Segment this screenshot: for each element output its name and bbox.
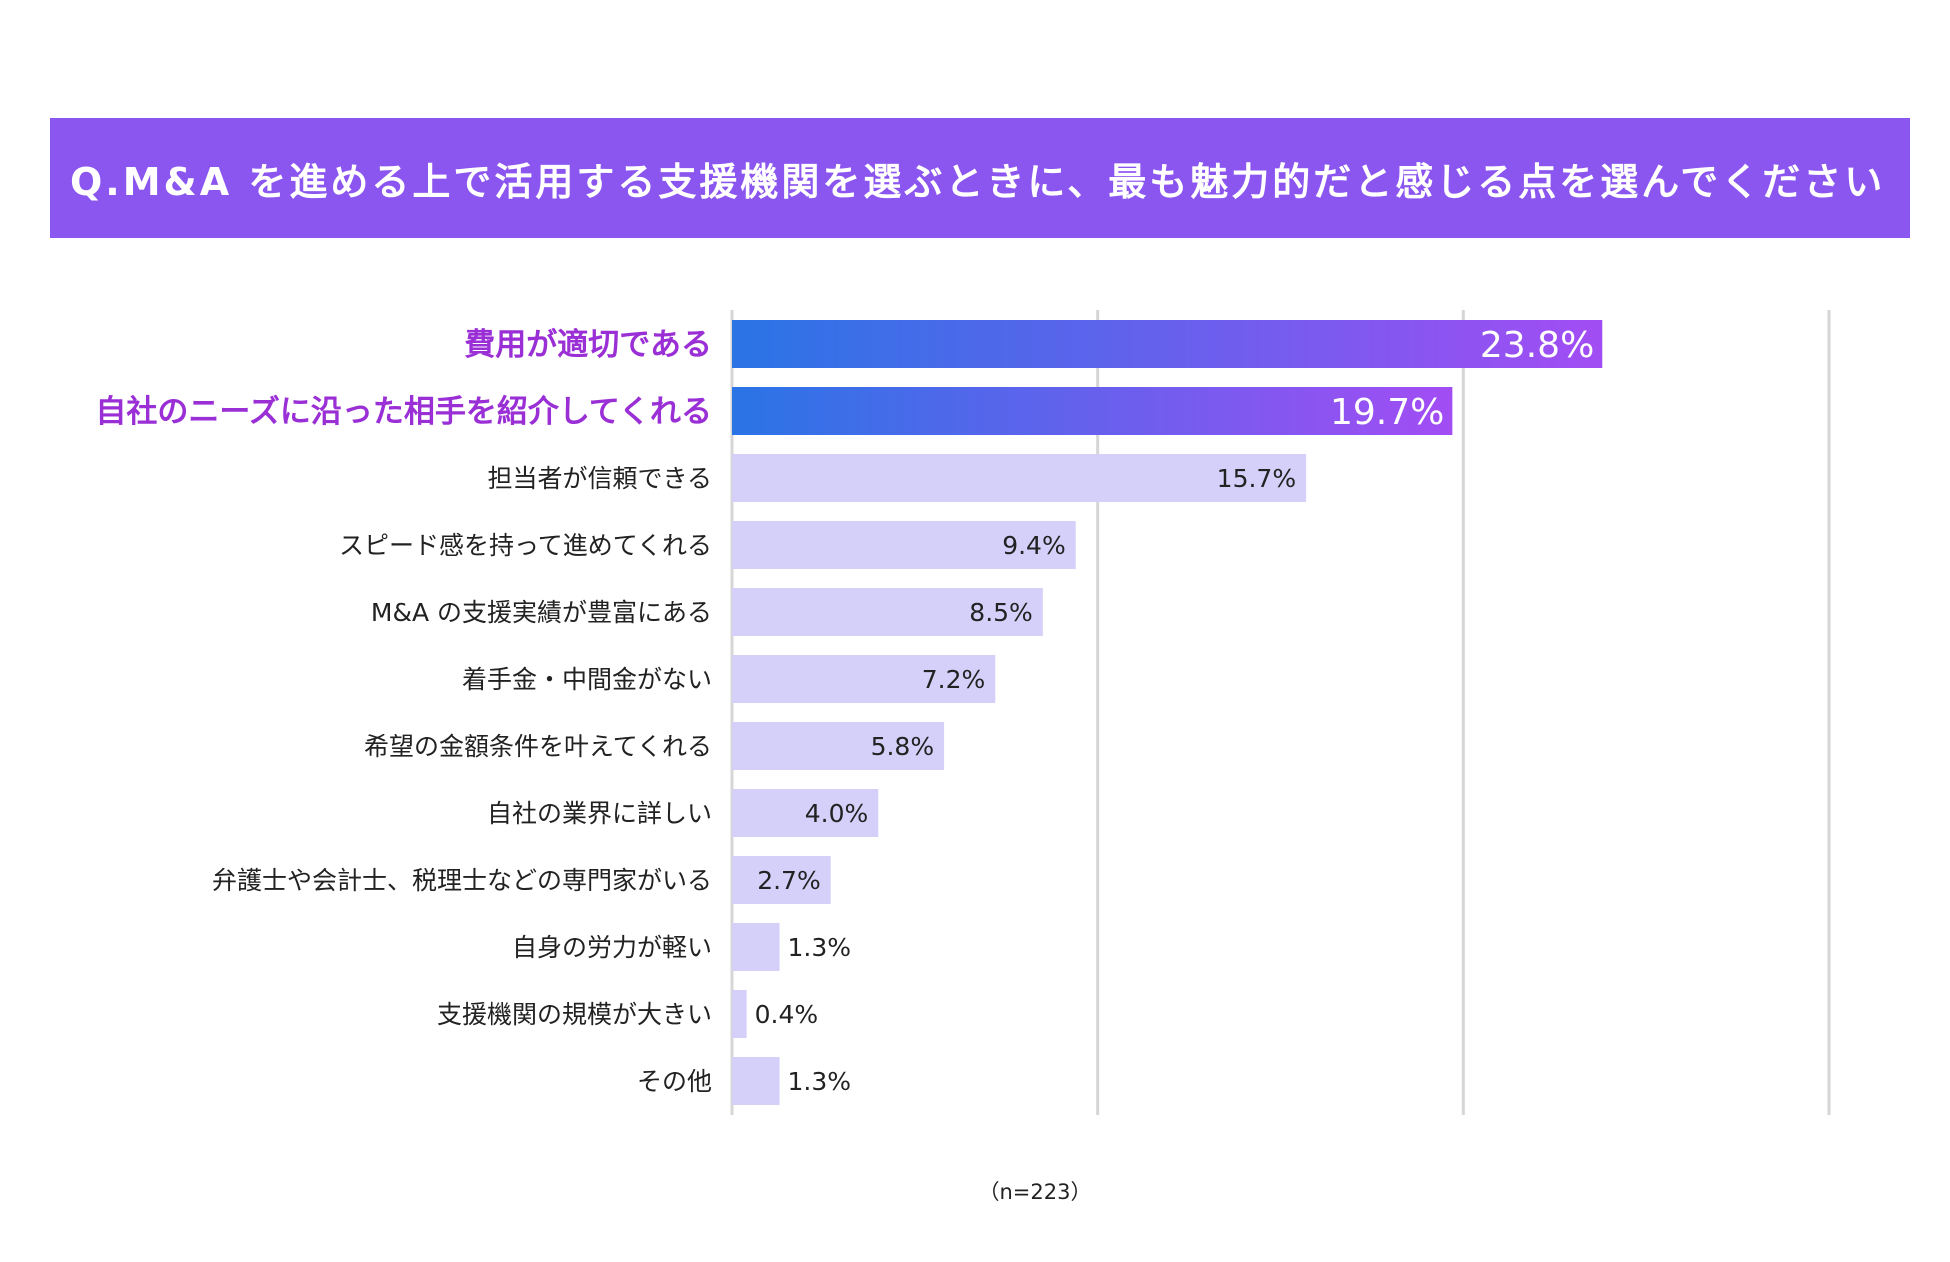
question-title-bar: Q.M&A を進める上で活用する支援機関を選ぶときに、最も魅力的だと感じる点を選… xyxy=(50,118,1910,238)
bar xyxy=(732,320,1603,368)
sample-size-note: （n=223） xyxy=(978,1180,1092,1204)
bar xyxy=(732,990,747,1038)
category-label: 希望の金額条件を叶えてくれる xyxy=(364,732,712,761)
value-label: 19.7% xyxy=(1330,392,1444,433)
bar xyxy=(732,1057,780,1105)
bars xyxy=(732,320,1603,1105)
category-labels: 費用が適切である自社のニーズに沿った相手を紹介してくれる担当者が信頼できるスピー… xyxy=(95,327,712,1096)
value-label: 9.4% xyxy=(1002,531,1066,560)
category-label: 自社の業界に詳しい xyxy=(487,799,712,828)
bar xyxy=(732,655,996,703)
bar xyxy=(732,387,1453,435)
value-label: 23.8% xyxy=(1480,325,1594,366)
category-label: その他 xyxy=(637,1067,712,1096)
category-label: 支援機関の規模が大きい xyxy=(437,1000,712,1029)
value-label: 4.0% xyxy=(805,799,869,828)
bar xyxy=(732,454,1307,502)
value-label: 15.7% xyxy=(1217,464,1296,493)
bar xyxy=(732,521,1076,569)
value-label: 1.3% xyxy=(788,933,852,962)
bar xyxy=(732,722,945,770)
value-labels: 23.8% 19.7% 15.7% 9.4% 8.5% 7.2% 5.8% 4.0% 2.7% 1… xyxy=(755,325,1595,1096)
bar xyxy=(732,856,831,904)
category-label: 着手金・中間金がない xyxy=(462,665,712,694)
value-label: 2.7% xyxy=(757,866,821,895)
value-label: 7.2% xyxy=(922,665,986,694)
category-label: 自社のニーズに沿った相手を紹介してくれる xyxy=(95,394,712,430)
category-label: 費用が適切である xyxy=(464,327,712,363)
category-label: 自身の労力が軽い xyxy=(512,933,712,962)
bar xyxy=(732,923,780,971)
bar xyxy=(732,789,879,837)
value-label: 1.3% xyxy=(788,1067,852,1096)
bar xyxy=(732,588,1043,636)
category-label: 弁護士や会計士、税理士などの専門家がいる xyxy=(212,866,712,895)
gridlines xyxy=(730,310,1831,1115)
question-title: Q.M&A を進める上で活用する支援機関を選ぶときに、最も魅力的だと感じる点を選… xyxy=(70,159,1886,204)
value-label: 0.4% xyxy=(755,1000,819,1029)
category-label: 担当者が信頼できる xyxy=(487,464,712,493)
value-label: 5.8% xyxy=(871,732,935,761)
value-label: 8.5% xyxy=(969,598,1033,627)
category-label: スピード感を持って進めてくれる xyxy=(339,531,712,560)
category-label: M&A の支援実績が豊富にある xyxy=(371,598,712,627)
